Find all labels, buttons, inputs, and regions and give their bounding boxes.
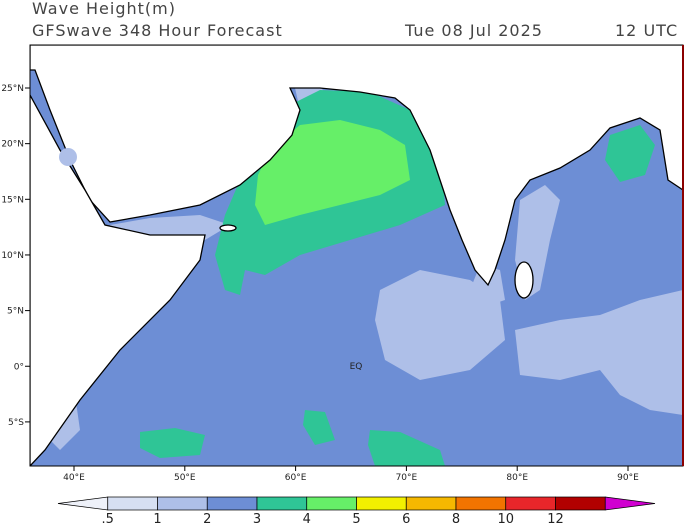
- wave-4-5: [255, 120, 410, 225]
- lon-label: 60°E: [285, 473, 307, 483]
- lat-label: 5°N: [7, 307, 24, 317]
- lon-label: 80°E: [506, 473, 528, 483]
- colorbar: .5 1 2 3 4 5 6 8 10 12: [57, 496, 656, 525]
- colorbar-segment: [505, 496, 556, 511]
- map: [30, 45, 683, 466]
- colorbar-label: 1: [153, 512, 161, 525]
- lat-label: 25°N: [1, 84, 24, 94]
- lon-label: 50°E: [174, 473, 196, 483]
- axis-labels: 25°N 20°N 15°N 10°N 5°N 0° 5°S 40°E 50°E 60°E 70°E…: [1, 84, 639, 483]
- subtitle: GFSwave 348 Hour Forecast: [32, 21, 283, 40]
- colorbar-segment: [157, 496, 208, 511]
- date: Tue 08 Jul 2025: [404, 21, 543, 40]
- colorbar-label: 3: [253, 512, 261, 525]
- title: Wave Height(m): [32, 0, 176, 18]
- lon-label: 70°E: [396, 473, 418, 483]
- colorbar-arrow: [604, 496, 656, 511]
- colorbar-label: 4: [303, 512, 311, 525]
- colorbar-label: 2: [203, 512, 211, 525]
- equator-label: EQ: [350, 362, 363, 372]
- colorbar-label: .5: [102, 512, 114, 525]
- land: [30, 45, 683, 466]
- time: 12 UTC: [615, 21, 678, 40]
- lat-label: 10°N: [1, 251, 24, 261]
- colorbar-label: 6: [402, 512, 410, 525]
- lake-patch: [59, 148, 77, 166]
- colorbar-label: 10: [497, 512, 514, 525]
- lon-label: 90°E: [617, 473, 639, 483]
- colorbar-label: 5: [352, 512, 360, 525]
- colorbar-segment: [256, 496, 308, 511]
- lon-label: 40°E: [63, 473, 85, 483]
- colorbar-segment: [107, 496, 158, 511]
- colorbar-segment: [405, 496, 457, 511]
- lat-label: 0°: [14, 362, 24, 372]
- lat-label: 20°N: [1, 140, 24, 150]
- colorbar-label: 8: [452, 512, 460, 525]
- colorbar-segment: [356, 496, 407, 511]
- colorbar-label: 12: [547, 512, 564, 525]
- lat-label: 5°S: [8, 418, 24, 428]
- colorbar-segment: [306, 496, 357, 511]
- colorbar-segment: [555, 496, 606, 511]
- colorbar-segment: [455, 496, 507, 511]
- lat-label: 15°N: [1, 195, 24, 205]
- colorbar-arrow: [57, 496, 109, 511]
- colorbar-segment: [206, 496, 258, 511]
